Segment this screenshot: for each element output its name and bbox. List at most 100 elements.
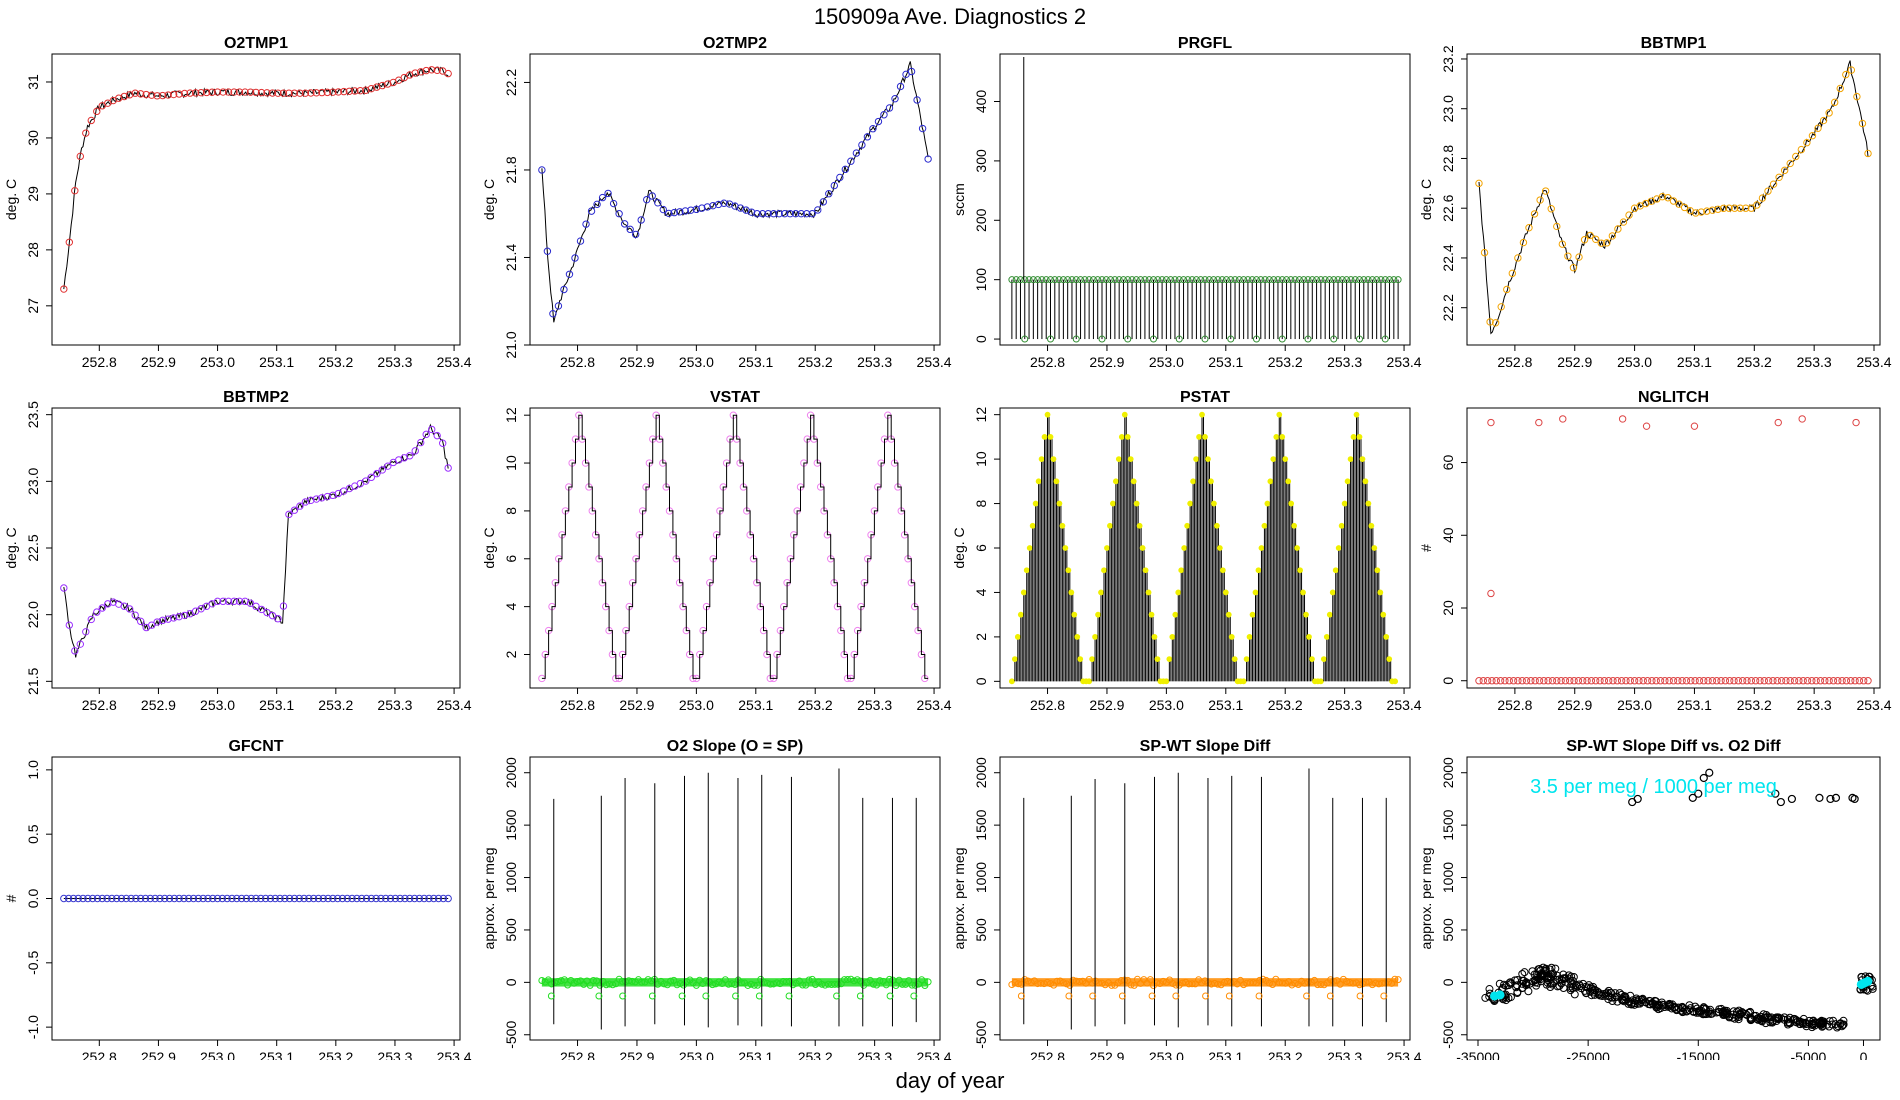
data-point bbox=[604, 189, 612, 198]
data-point bbox=[1063, 980, 1071, 988]
data-point bbox=[1586, 231, 1594, 240]
data-point bbox=[1304, 978, 1312, 986]
data-point bbox=[1479, 677, 1487, 685]
data-point bbox=[1325, 276, 1333, 284]
data-point bbox=[169, 90, 178, 99]
data-point bbox=[1625, 211, 1633, 219]
data-point bbox=[1838, 1021, 1847, 1030]
data-point bbox=[1591, 677, 1600, 685]
data-point bbox=[576, 237, 585, 245]
data-point bbox=[285, 89, 293, 97]
data-point bbox=[1306, 633, 1312, 640]
data-point bbox=[1267, 478, 1274, 485]
x-tick-label: 253.3 bbox=[1327, 697, 1362, 713]
data-point bbox=[557, 977, 565, 985]
data-point bbox=[1252, 276, 1260, 284]
data-point bbox=[1851, 677, 1859, 685]
y-tick-label: 8 bbox=[973, 499, 989, 507]
x-tick-label: 253.3 bbox=[857, 1049, 892, 1060]
data-point bbox=[1102, 276, 1110, 284]
data-point bbox=[1564, 252, 1572, 260]
data-point bbox=[1535, 677, 1544, 685]
data-point bbox=[333, 894, 342, 903]
data-point bbox=[209, 894, 217, 903]
y-axis-label: # bbox=[3, 894, 19, 902]
data-point bbox=[1805, 1016, 1814, 1025]
y-tick-label: 22.2 bbox=[503, 69, 519, 96]
x-tick-label: 253.3 bbox=[377, 697, 412, 713]
data-point bbox=[1829, 677, 1838, 685]
y-tick-label: 1500 bbox=[973, 809, 989, 840]
data-point bbox=[1330, 335, 1338, 343]
data-point bbox=[1130, 981, 1138, 989]
data-point bbox=[1211, 500, 1217, 507]
x-tick-label: 252.8 bbox=[82, 1049, 117, 1060]
data-point bbox=[1350, 433, 1357, 440]
x-tick-label: 252.9 bbox=[1557, 697, 1592, 713]
data-point bbox=[1261, 276, 1269, 284]
y-tick-label: 22.5 bbox=[25, 534, 41, 561]
data-point bbox=[1259, 975, 1267, 983]
data-point bbox=[1758, 194, 1767, 202]
data-point bbox=[1330, 977, 1338, 985]
data-point bbox=[87, 116, 95, 125]
data-point bbox=[1535, 418, 1543, 427]
data-point bbox=[1823, 1020, 1832, 1029]
data-point bbox=[1320, 656, 1327, 663]
data-point bbox=[1831, 1020, 1840, 1029]
data-point bbox=[438, 439, 447, 447]
y-tick-label: 23.2 bbox=[1440, 45, 1456, 72]
data-point bbox=[547, 992, 555, 1000]
data-point bbox=[1547, 970, 1556, 979]
data-point bbox=[1814, 124, 1822, 132]
x-tick-label: 253.0 bbox=[1149, 697, 1184, 713]
data-point bbox=[1746, 1016, 1755, 1025]
x-tick-label: 252.9 bbox=[141, 697, 176, 713]
data-point bbox=[382, 894, 390, 903]
data-point bbox=[1175, 276, 1183, 284]
x-tick-label: -35000 bbox=[1456, 1049, 1500, 1060]
data-point bbox=[1683, 1007, 1692, 1016]
data-point bbox=[708, 981, 716, 989]
data-point bbox=[1597, 239, 1605, 247]
y-tick-label: 22.2 bbox=[1440, 294, 1456, 321]
data-point bbox=[88, 894, 97, 903]
data-point bbox=[1362, 478, 1369, 485]
data-point bbox=[197, 88, 205, 97]
data-point bbox=[670, 208, 679, 217]
data-point bbox=[1304, 276, 1312, 284]
data-point bbox=[1860, 677, 1868, 685]
data-point bbox=[1014, 633, 1021, 640]
x-tick-label: 252.9 bbox=[619, 354, 654, 370]
data-point bbox=[1044, 411, 1051, 418]
plot-frame bbox=[999, 53, 1411, 346]
data-point bbox=[876, 977, 884, 985]
data-point bbox=[268, 89, 277, 97]
data-point bbox=[1249, 611, 1256, 618]
data-point bbox=[678, 992, 686, 1000]
data-point bbox=[571, 254, 579, 262]
data-point bbox=[593, 200, 601, 209]
data-point bbox=[237, 894, 246, 903]
x-tick-label: 253.4 bbox=[437, 354, 472, 370]
data-point bbox=[847, 157, 855, 165]
data-point bbox=[1675, 200, 1683, 208]
data-point bbox=[908, 981, 916, 989]
data-point bbox=[1527, 677, 1535, 685]
data-point bbox=[834, 980, 842, 988]
data-point bbox=[1248, 276, 1256, 284]
data-point bbox=[1605, 992, 1614, 1001]
data-point bbox=[1098, 589, 1104, 596]
data-point bbox=[1050, 456, 1057, 463]
data-point bbox=[1053, 478, 1060, 485]
data-point bbox=[1158, 276, 1166, 284]
data-point bbox=[1225, 992, 1233, 1000]
data-point bbox=[1591, 235, 1600, 243]
data-point bbox=[301, 498, 310, 506]
data-point bbox=[548, 980, 556, 988]
data-point bbox=[1721, 677, 1730, 685]
x-tick-label: 253.2 bbox=[1268, 697, 1303, 713]
data-point bbox=[1355, 335, 1363, 343]
panel-bbtmp1: BBTMP1 deg. C 252.8 252.9 253.0 253.1 253.2 253… bbox=[1418, 35, 1892, 370]
y-tick-label: 1000 bbox=[973, 862, 989, 893]
